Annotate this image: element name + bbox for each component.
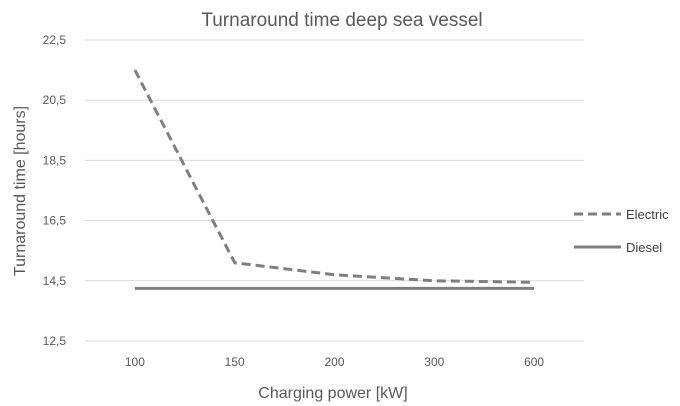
legend-label-electric: Electric <box>626 207 669 222</box>
x-tick-label: 200 <box>324 355 344 369</box>
x-axis-title: Charging power [kW] <box>258 385 407 402</box>
y-axis-title: Turnaround time [hours] <box>12 106 29 276</box>
y-tick-label: 18,5 <box>43 153 67 167</box>
x-tick-label: 600 <box>524 355 544 369</box>
legend-label-diesel: Diesel <box>626 240 662 255</box>
series-lines <box>133 69 535 290</box>
x-axis-ticks: 100 150 200 300 600 <box>125 355 545 369</box>
x-tick-label: 300 <box>424 355 444 369</box>
gridlines <box>85 39 584 342</box>
chart-title: Turnaround time deep sea vessel <box>201 10 482 31</box>
y-tick-label: 14,5 <box>43 274 67 288</box>
y-tick-label: 12,5 <box>43 334 67 348</box>
y-axis-ticks: 12,5 14,5 16,5 18,5 20,5 22,5 <box>43 33 67 348</box>
y-tick-label: 16,5 <box>43 214 67 228</box>
y-tick-label: 20,5 <box>43 93 67 107</box>
x-tick-label: 100 <box>125 355 145 369</box>
x-tick-label: 150 <box>225 355 245 369</box>
series-line-electric <box>133 69 535 284</box>
legend: Electric Diesel <box>574 207 669 255</box>
y-tick-label: 22,5 <box>43 33 67 47</box>
